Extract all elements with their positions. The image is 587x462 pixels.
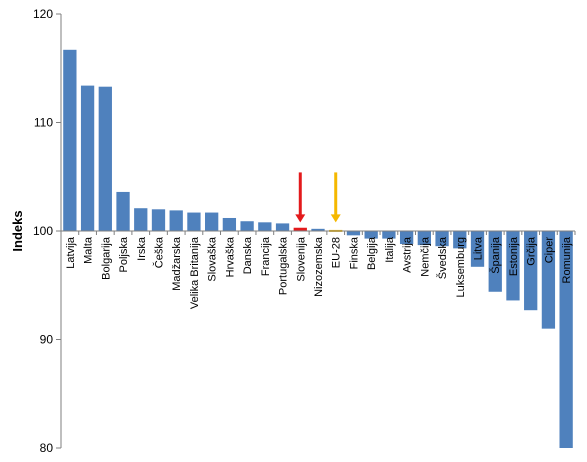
bar (275, 223, 290, 231)
category-label: Italija (384, 236, 396, 263)
category-label: Estonija (508, 236, 520, 276)
bar (470, 231, 485, 267)
category-label: EU-28 (331, 237, 343, 268)
bar (80, 85, 95, 231)
bar (417, 231, 431, 246)
category-label: Ciper (543, 237, 555, 264)
y-tick-label: 90 (40, 333, 54, 347)
bar (240, 221, 254, 231)
bar (187, 212, 201, 231)
bar (435, 231, 449, 247)
y-tick-label: 110 (34, 116, 53, 130)
bar (399, 231, 414, 245)
category-label: Španija (489, 236, 502, 274)
bar (364, 231, 378, 239)
bar (222, 217, 237, 231)
category-label: Belgija (366, 236, 378, 270)
bar (382, 231, 396, 239)
bar (346, 231, 361, 236)
category-label: Malta (83, 236, 95, 264)
category-label: Irska (136, 236, 148, 261)
category-label: Romunija (561, 236, 573, 283)
category-label: Poljska (118, 236, 130, 272)
category-label: Slovaška (207, 236, 219, 282)
category-label: Slovenija (295, 236, 307, 282)
bar (488, 231, 502, 292)
category-label: Francija (260, 236, 272, 276)
bar (151, 209, 166, 231)
category-label: Finska (348, 236, 360, 269)
bar (98, 86, 112, 231)
category-label: Hrvaška (224, 236, 236, 277)
bar (293, 227, 307, 231)
category-label: Litva (473, 236, 485, 260)
bar (559, 231, 573, 448)
bar (541, 231, 556, 329)
bar (205, 212, 219, 231)
category-label: Luksemburg (455, 237, 467, 298)
category-label: Švedska (436, 236, 449, 279)
category-label: Latvija (65, 236, 77, 269)
category-label: Avstrija (402, 236, 414, 273)
category-labels: Latvija Malta Bolgarija Poljska Irska Češka Ma… (60, 231, 576, 309)
category-label: Madžarska (171, 236, 183, 291)
bar (524, 231, 538, 311)
y-axis-ticks: 80 90 100 110 120 (33, 7, 61, 455)
arrows (295, 172, 341, 223)
category-label: Portugalska (278, 236, 290, 295)
bars (63, 49, 573, 448)
category-label: Nizozemska (313, 236, 325, 297)
bar (311, 228, 325, 231)
y-tick-label: 80 (40, 441, 54, 455)
arrow-head (330, 214, 341, 223)
category-label: Grčija (526, 236, 538, 266)
category-label: Danska (242, 236, 254, 274)
y-tick-label: 100 (33, 224, 53, 238)
bar (116, 191, 130, 231)
category-label: Nemčija (419, 236, 431, 277)
category-label: Velika Britanija (189, 236, 201, 309)
bar (506, 231, 520, 301)
bar (258, 222, 272, 231)
category-label: Češka (152, 236, 165, 268)
category-label: Bolgarija (100, 236, 112, 280)
y-tick-label: 120 (33, 7, 53, 21)
bar (63, 49, 77, 232)
bar (453, 231, 467, 249)
y-axis-title: Indeks (10, 210, 25, 251)
arrow-head (295, 214, 306, 223)
bar (134, 208, 148, 231)
bar (169, 210, 183, 231)
